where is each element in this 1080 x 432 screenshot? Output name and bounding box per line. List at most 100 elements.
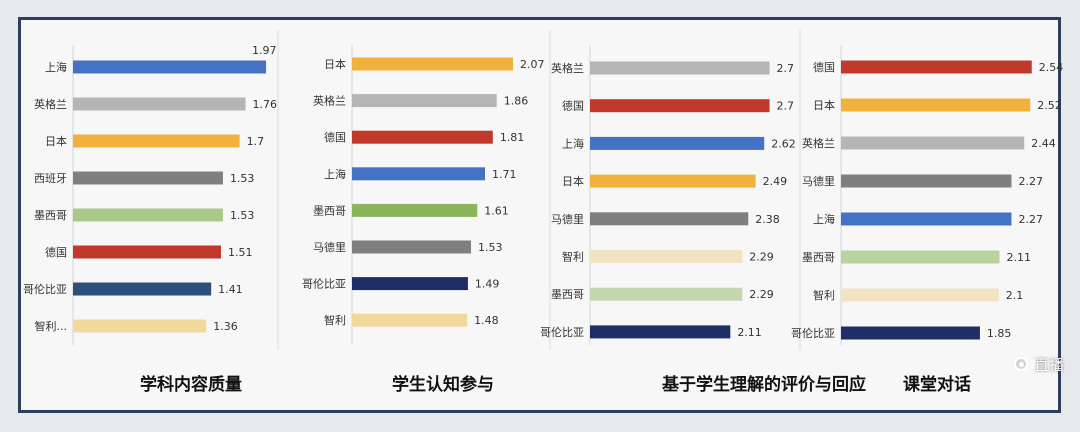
value-label: 1.71: [492, 168, 516, 181]
value-label: 1.48: [474, 314, 499, 327]
bar-1-4: [73, 171, 223, 185]
bar-2-1: [352, 57, 514, 71]
value-label: 2.7: [777, 100, 795, 113]
value-label: 2.52: [1037, 99, 1062, 112]
bar-2-6: [352, 240, 472, 254]
bar-4-8: [841, 326, 980, 340]
value-label: 2.38: [755, 213, 780, 226]
category-label: 智利...: [35, 319, 68, 333]
chart-panel-2: 日本 2.07 英格兰 1.86 德国 1.81 上海 1.71 墨西哥 1.61 马德里 1.53 哥…: [302, 30, 551, 395]
category-label: 日本: [813, 98, 835, 112]
value-label: 1.41: [218, 283, 243, 296]
bar-4-2: [841, 98, 1031, 112]
value-label: 1.51: [228, 246, 253, 259]
bar-4-5: [841, 212, 1012, 226]
category-label: 哥伦比亚: [791, 326, 835, 340]
category-label: 上海: [562, 136, 584, 150]
chart-title: 学科内容质量: [140, 374, 242, 395]
value-label: 1.53: [230, 209, 255, 222]
category-label: 智利: [813, 288, 835, 302]
bar-4-7: [841, 288, 999, 302]
bar-1-8: [73, 319, 207, 333]
category-label: 英格兰: [313, 94, 346, 108]
value-label: 1.7: [247, 135, 265, 148]
category-label: 德国: [562, 99, 584, 113]
value-label: 1.76: [252, 98, 276, 111]
category-label: 墨西哥: [551, 288, 584, 301]
bar-3-4: [590, 174, 756, 188]
category-label: 智利: [324, 313, 346, 327]
value-label: 1.49: [475, 278, 500, 291]
value-label: 2.7: [777, 62, 795, 75]
value-label: 2.07: [520, 58, 545, 71]
category-label: 马德里: [313, 240, 346, 254]
value-label: 1.81: [500, 131, 525, 144]
bar-3-1: [590, 61, 770, 75]
category-label: 上海: [324, 167, 346, 181]
chart-title: 课堂对话: [903, 374, 971, 395]
bar-2-2: [352, 94, 497, 108]
category-label: 英格兰: [551, 61, 584, 75]
bar-4-4: [841, 174, 1012, 188]
chart-panel-1: 上海 1.97 英格兰 1.76 日本 1.7 西班牙 1.53 墨西哥 1.53 德国 1.51 哥伦…: [23, 30, 279, 395]
value-label: 1.53: [478, 241, 503, 254]
value-label: 1.85: [987, 327, 1012, 340]
bar-1-3: [73, 134, 240, 148]
live-overlay[interactable]: 直播: [1014, 352, 1080, 376]
category-label: 哥伦比亚: [540, 325, 584, 339]
value-label: 2.11: [737, 326, 762, 339]
category-label: 英格兰: [34, 97, 67, 111]
category-label: 德国: [45, 245, 67, 259]
category-label: 上海: [813, 212, 835, 226]
value-label: 2.29: [749, 251, 774, 264]
value-label: 2.62: [771, 137, 796, 150]
bar-3-2: [590, 99, 770, 113]
bar-3-5: [590, 212, 749, 226]
value-label: 1.61: [484, 204, 509, 217]
value-label: 2.1: [1006, 289, 1024, 302]
category-label: 智利: [562, 250, 584, 264]
category-label: 上海: [45, 60, 67, 74]
category-label: 哥伦比亚: [23, 282, 67, 296]
value-label: 1.53: [230, 172, 255, 185]
category-label: 日本: [324, 57, 346, 71]
category-label: 德国: [324, 130, 346, 144]
category-label: 德国: [813, 60, 835, 74]
chart-panel-4: 德国 2.54 日本 2.52 英格兰 2.44 马德里 2.27 上海 2.27 墨西哥 2.11 智…: [791, 45, 1063, 395]
bar-2-3: [352, 130, 493, 144]
category-label: 日本: [562, 174, 584, 188]
bar-3-6: [590, 250, 743, 263]
bar-3-7: [590, 287, 743, 301]
value-label: 2.54: [1039, 61, 1064, 74]
bar-1-5: [73, 208, 223, 222]
category-label: 英格兰: [802, 136, 835, 150]
value-label: 1.97: [252, 44, 277, 57]
bar-1-6: [73, 245, 221, 259]
record-icon: [1014, 357, 1028, 371]
chart-title: 学生认知参与: [392, 374, 494, 395]
category-label: 西班牙: [34, 172, 67, 185]
value-label: 2.27: [1018, 175, 1043, 188]
bar-1-1: [73, 60, 267, 74]
value-label: 1.86: [504, 95, 529, 108]
bar-1-2: [73, 97, 246, 111]
category-label: 墨西哥: [802, 251, 835, 264]
value-label: 2.27: [1018, 213, 1043, 226]
category-label: 马德里: [802, 174, 835, 188]
bar-2-8: [352, 313, 468, 327]
bar-4-3: [841, 136, 1025, 150]
live-overlay-label: 直播: [1034, 355, 1065, 374]
category-label: 墨西哥: [313, 204, 346, 217]
bar-3-8: [590, 325, 731, 339]
bar-1-7: [73, 282, 212, 296]
value-label: 2.44: [1031, 137, 1056, 150]
category-label: 墨西哥: [34, 209, 67, 222]
bar-2-5: [352, 203, 478, 217]
chart-panel-3: 英格兰 2.7 德国 2.7 上海 2.62 日本 2.49 马德里 2.38 智利 2.29 墨西哥 2…: [540, 30, 866, 395]
value-label: 1.36: [213, 320, 238, 333]
category-label: 哥伦比亚: [302, 277, 346, 291]
bar-4-6: [841, 250, 1000, 264]
chart-title: 基于学生理解的评价与回应: [661, 374, 866, 395]
bar-2-7: [352, 277, 468, 291]
